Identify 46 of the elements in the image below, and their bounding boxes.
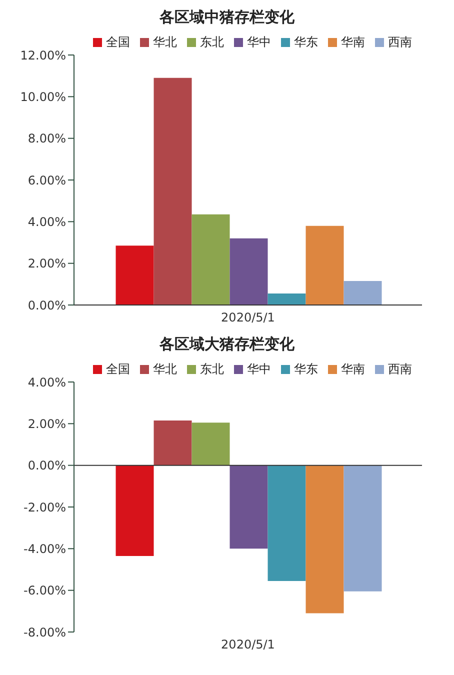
legend-label: 华南	[341, 362, 365, 376]
legend-label: 华中	[247, 362, 271, 376]
y-tick-label: 4.00%	[28, 214, 66, 229]
bar	[306, 226, 344, 305]
legend-label: 华北	[153, 362, 177, 376]
y-tick-label: 10.00%	[20, 90, 66, 104]
x-tick-label: 2020/5/1	[221, 638, 275, 652]
legend-label: 华北	[153, 35, 177, 49]
bar	[344, 281, 382, 305]
bar	[306, 465, 344, 614]
bar	[268, 465, 306, 581]
legend-label: 华中	[247, 35, 271, 49]
y-tick-label: 2.00%	[28, 256, 66, 271]
y-tick-label: 6.00%	[28, 173, 66, 188]
bar	[154, 420, 192, 466]
y-tick-label: -6.00%	[24, 584, 66, 598]
chart-title: 各区域大猪存栏变化	[158, 335, 296, 355]
legend-label: 华东	[294, 35, 318, 49]
bar	[230, 238, 268, 305]
legend-label: 全国	[106, 35, 130, 49]
legend-label: 西南	[388, 35, 412, 49]
chart-title: 各区域中猪存栏变化	[158, 8, 296, 28]
y-tick-label: 12.00%	[20, 48, 66, 62]
legend-label: 东北	[200, 362, 224, 376]
legend-label: 全国	[106, 362, 130, 376]
y-tick-label: 0.00%	[28, 458, 66, 473]
legend-label: 东北	[200, 35, 224, 49]
bar	[116, 246, 154, 305]
y-tick-label: 0.00%	[28, 298, 66, 312]
legend-label: 西南	[388, 362, 412, 376]
bar	[344, 465, 382, 592]
y-tick-label: -2.00%	[24, 500, 66, 514]
legend-label: 华南	[341, 35, 365, 49]
bar	[154, 78, 192, 305]
y-tick-label: 8.00%	[28, 132, 66, 146]
bar	[268, 294, 306, 305]
y-tick-label: -4.00%	[24, 542, 66, 556]
y-tick-label: -8.00%	[24, 625, 66, 640]
y-tick-label: 4.00%	[28, 375, 66, 390]
legend-label: 华东	[294, 362, 318, 376]
bar	[192, 214, 230, 305]
bar	[116, 465, 154, 556]
bar	[192, 422, 230, 466]
x-tick-label: 2020/5/1	[221, 310, 275, 325]
y-tick-label: 2.00%	[28, 416, 66, 431]
bar	[230, 465, 268, 549]
